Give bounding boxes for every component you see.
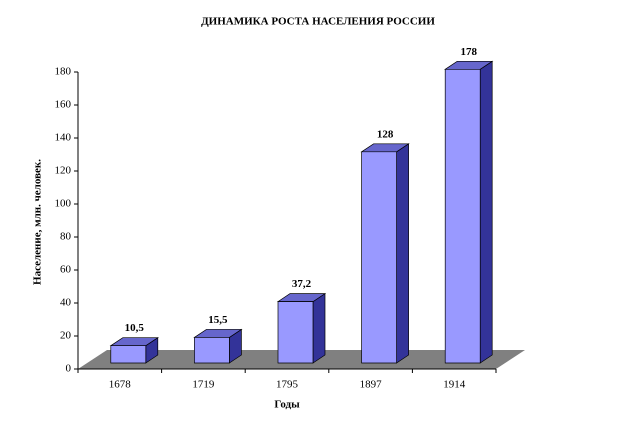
bar (276, 292, 327, 364)
x-tick-label: 1719 (192, 379, 215, 391)
x-tick-label: 1914 (443, 379, 466, 391)
value-label: 128 (377, 128, 394, 140)
y-tick-label: 20 (60, 330, 72, 342)
bar-front (361, 151, 397, 364)
x-tick-label: 1795 (276, 379, 299, 391)
bar-side (312, 292, 326, 364)
y-tick-label: 60 (60, 264, 72, 276)
value-label: 15,5 (208, 314, 228, 326)
bar (193, 328, 243, 364)
bar-side (396, 143, 409, 364)
value-label: 178 (460, 46, 477, 58)
x-axis-label: Годы (274, 399, 300, 411)
y-tick-label: 120 (55, 165, 72, 177)
y-tick-label: 160 (55, 99, 72, 111)
y-tick-label: 40 (60, 297, 72, 309)
y-tick-label: 140 (55, 132, 72, 144)
x-tick-label: 1678 (109, 379, 132, 391)
bar-front (277, 301, 314, 364)
y-tick-label: 0 (66, 363, 72, 375)
bar (360, 143, 410, 364)
bar (444, 60, 494, 364)
bar-front (110, 345, 147, 364)
y-tick-label: 100 (55, 198, 72, 210)
y-axis-label: Население, млн. человек. (32, 159, 44, 285)
y-tick-label: 80 (60, 231, 72, 243)
bar-side (479, 60, 493, 364)
chart-title: ДИНАМИКА РОСТА НАСЕЛЕНИЯ РОССИИ (201, 16, 435, 28)
bar (109, 337, 159, 364)
value-label: 10,5 (125, 322, 145, 334)
x-tick-label: 1897 (360, 379, 383, 391)
bar-front (194, 337, 230, 364)
y-tick-label: 180 (55, 66, 72, 78)
value-label: 37,2 (292, 278, 312, 290)
bar-front (444, 68, 481, 364)
